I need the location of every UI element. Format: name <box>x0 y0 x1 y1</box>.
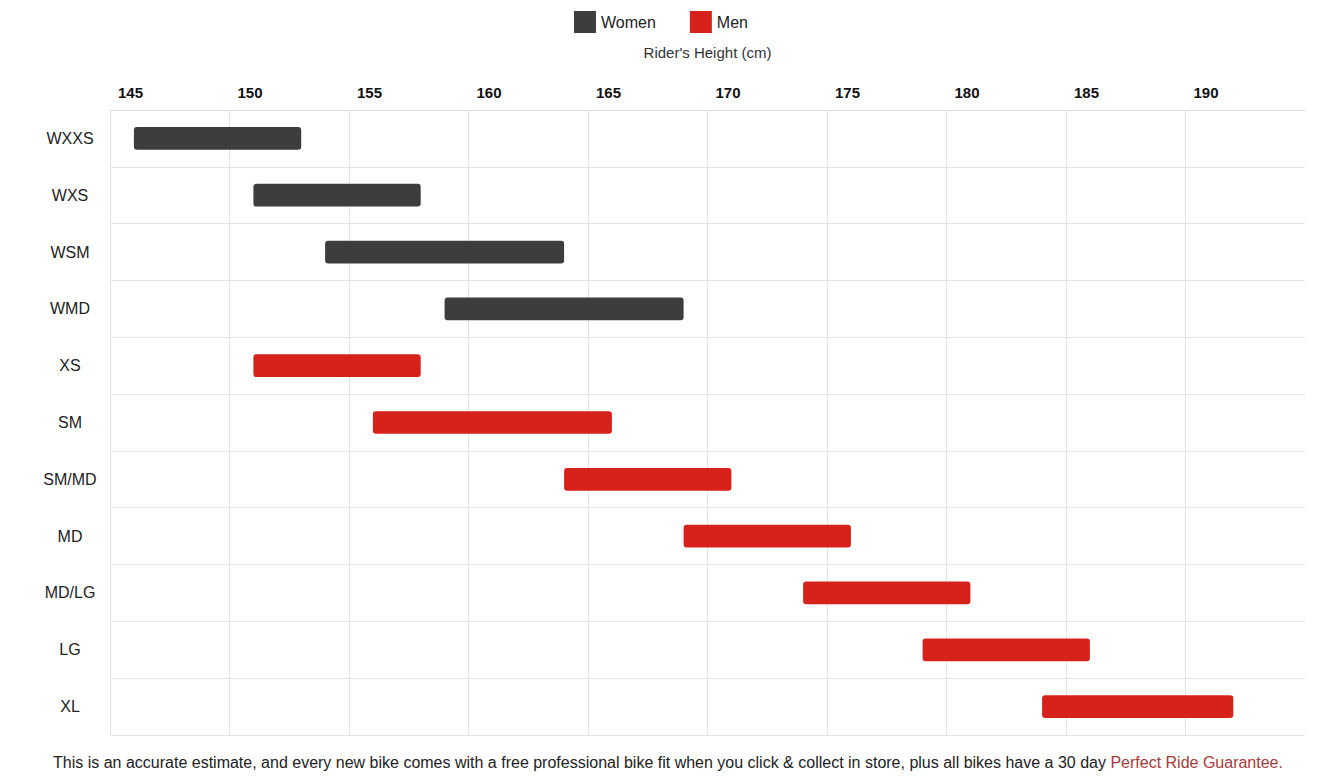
svg-text:150: 150 <box>238 84 263 101</box>
svg-text:WXS: WXS <box>52 187 88 204</box>
svg-text:155: 155 <box>357 84 382 101</box>
svg-text:SM: SM <box>58 414 82 431</box>
svg-text:This is an accurate estimate,: This is an accurate estimate, and every … <box>53 754 1106 771</box>
svg-text:Perfect Ride Guarantee.: Perfect Ride Guarantee. <box>1110 754 1283 771</box>
svg-text:170: 170 <box>716 84 741 101</box>
svg-text:165: 165 <box>596 84 621 101</box>
svg-text:SM/MD: SM/MD <box>43 471 96 488</box>
svg-text:WXXS: WXXS <box>46 130 93 147</box>
svg-text:WMD: WMD <box>50 300 90 317</box>
svg-text:Men: Men <box>717 14 748 31</box>
svg-text:XL: XL <box>60 698 80 715</box>
svg-text:160: 160 <box>477 84 502 101</box>
svg-text:185: 185 <box>1074 84 1099 101</box>
svg-text:MD: MD <box>58 528 83 545</box>
svg-text:MD/LG: MD/LG <box>45 584 96 601</box>
svg-text:190: 190 <box>1194 84 1219 101</box>
svg-text:WSM: WSM <box>50 244 89 261</box>
svg-text:LG: LG <box>59 641 80 658</box>
svg-text:175: 175 <box>835 84 860 101</box>
svg-text:XS: XS <box>59 357 80 374</box>
svg-text:145: 145 <box>118 84 143 101</box>
svg-text:180: 180 <box>955 84 980 101</box>
svg-text:Women: Women <box>601 14 656 31</box>
svg-text:Rider's Height (cm): Rider's Height (cm) <box>644 44 772 61</box>
